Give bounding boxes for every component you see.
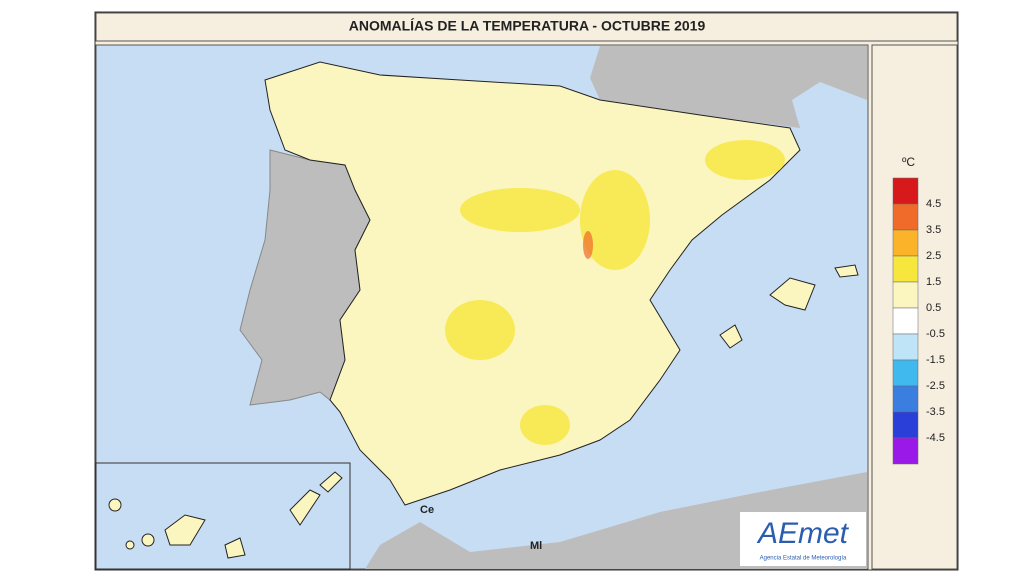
spain [264,61,801,506]
legend-unit: ºC [902,155,915,169]
legend-swatch [892,255,919,283]
mallorca [769,277,816,311]
legend-swatch [892,411,919,439]
anomaly-zone [445,300,515,360]
anomaly-zone [705,140,785,180]
legend-swatch [892,307,919,335]
title-bar [95,12,958,42]
place-label: Ml [530,540,542,552]
legend-swatch [892,333,919,361]
place-label: Ce [420,504,434,516]
legend-swatch [892,229,919,257]
legend-label: 0.5 [926,302,941,314]
legend-swatch [892,359,919,387]
anomaly-zone [583,231,593,259]
france [590,46,867,128]
island [164,514,206,546]
logo: AEmet [756,517,850,550]
legend-label: 4.5 [926,198,941,210]
legend-swatch [892,203,919,231]
logo-box [740,512,866,566]
legend-swatch [892,385,919,413]
legend-label: 3.5 [926,224,941,236]
menorca [834,264,859,278]
legend-label: -0.5 [926,328,945,340]
ibiza [719,324,743,349]
legend-swatch [892,437,919,465]
island [319,471,343,493]
island [125,540,135,550]
legend-label: 1.5 [926,276,941,288]
logo-subtitle: Agencia Estatal de Meteorología [760,556,847,562]
island [108,498,122,512]
island [141,533,155,547]
legend-swatch [892,177,919,205]
anomaly-zone [520,405,570,445]
legend: 4.5 3.5 2.5 1.5 0.5 -0.5 -1.5 -2.5 -3.5 -4.5 [892,177,945,465]
canary-inset [95,462,351,570]
legend-label: -1.5 [926,354,945,366]
legend-label: -3.5 [926,406,945,418]
legend-label: 2.5 [926,250,941,262]
anomaly-zone [460,188,580,232]
legend-label: -4.5 [926,432,945,444]
legend-swatch [892,281,919,309]
island [289,489,321,526]
legend-label: -2.5 [926,380,945,392]
island [224,537,246,559]
title: ANOMALÍAS DE LA TEMPERATURA - OCTUBRE 20… [349,18,706,34]
anomaly-zone [580,170,650,270]
